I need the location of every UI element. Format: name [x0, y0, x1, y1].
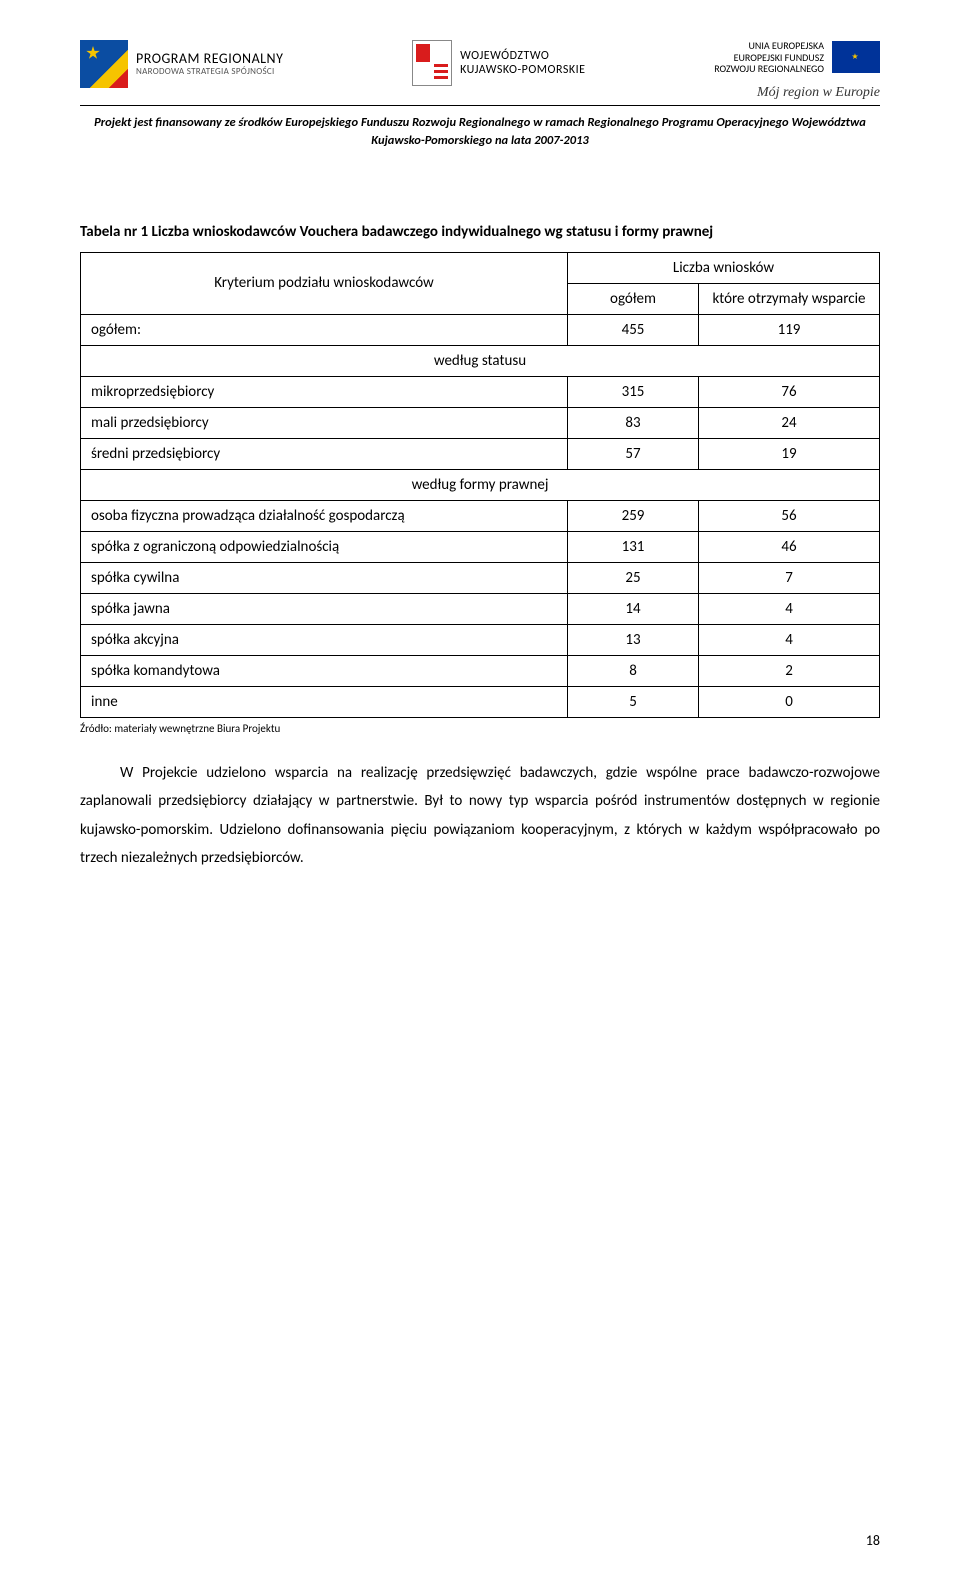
header-total-col: ogółem — [568, 283, 699, 314]
cell-label: spółka komandytowa — [81, 655, 568, 686]
cell-label: średni przedsiębiorcy — [81, 438, 568, 469]
header-support-col: które otrzymały wsparcie — [699, 283, 880, 314]
program-regionalny-text: PROGRAM REGIONALNY NARODOWA STRATEGIA SP… — [136, 51, 283, 76]
table-row: inne 5 0 — [81, 686, 880, 717]
eu-top: UNIA EUROPEJSKA EUROPEJSKI FUNDUSZ ROZWO… — [714, 40, 880, 75]
logo-program-regionalny: PROGRAM REGIONALNY NARODOWA STRATEGIA SP… — [80, 40, 283, 88]
cell-label: mikroprzedsiębiorcy — [81, 376, 568, 407]
cell-support: 24 — [699, 407, 880, 438]
body-paragraph: W Projekcie udzielono wsparcia na realiz… — [80, 759, 880, 873]
cell-label: ogółem: — [81, 314, 568, 345]
table-row: mali przedsiębiorcy 83 24 — [81, 407, 880, 438]
funding-note: Projekt jest finansowany ze środków Euro… — [80, 114, 880, 152]
cell-support: 4 — [699, 593, 880, 624]
woj-line1: WOJEWÓDZTWO — [460, 49, 585, 63]
program-title: PROGRAM REGIONALNY — [136, 51, 283, 66]
wojewodztwo-coat-icon — [412, 40, 452, 86]
slogan: Mój region w Europie — [757, 85, 880, 101]
cell-label: spółka z ograniczoną odpowiedzialnością — [81, 531, 568, 562]
section-status: według statusu — [81, 345, 880, 376]
table-row: spółka jawna 14 4 — [81, 593, 880, 624]
cell-support: 19 — [699, 438, 880, 469]
cell-label: spółka cywilna — [81, 562, 568, 593]
eu-line3: ROZWOJU REGIONALNEGO — [714, 63, 824, 75]
table-row: spółka komandytowa 8 2 — [81, 655, 880, 686]
cell-total: 315 — [568, 376, 699, 407]
cell-total: 259 — [568, 500, 699, 531]
eu-line1: UNIA EUROPEJSKA — [714, 40, 824, 52]
cell-label: spółka akcyjna — [81, 624, 568, 655]
cell-total: 13 — [568, 624, 699, 655]
header-count-title: Liczba wniosków — [568, 252, 880, 283]
cell-label: spółka jawna — [81, 593, 568, 624]
table-row: spółka akcyjna 13 4 — [81, 624, 880, 655]
table-header-row-1: Kryterium podziału wnioskodawców Liczba … — [81, 252, 880, 283]
table-row: średni przedsiębiorcy 57 19 — [81, 438, 880, 469]
cell-support: 56 — [699, 500, 880, 531]
logo-eu: UNIA EUROPEJSKA EUROPEJSKI FUNDUSZ ROZWO… — [714, 40, 880, 101]
section-status-row: według statusu — [81, 345, 880, 376]
table-caption: Tabela nr 1 Liczba wnioskodawców Voucher… — [80, 221, 880, 244]
cell-total: 455 — [568, 314, 699, 345]
woj-line2: KUJAWSKO-POMORSKIE — [460, 63, 585, 77]
cell-support: 7 — [699, 562, 880, 593]
section-form-row: według formy prawnej — [81, 469, 880, 500]
wojewodztwo-text: WOJEWÓDZTWO KUJAWSKO-POMORSKIE — [460, 49, 585, 78]
table-source: Źródło: materiały wewnętrzne Biura Proje… — [80, 722, 880, 735]
header-logos: PROGRAM REGIONALNY NARODOWA STRATEGIA SP… — [80, 40, 880, 101]
cell-label: mali przedsiębiorcy — [81, 407, 568, 438]
cell-support: 76 — [699, 376, 880, 407]
cell-label: osoba fizyczna prowadząca działalność go… — [81, 500, 568, 531]
cell-support: 0 — [699, 686, 880, 717]
cell-total: 131 — [568, 531, 699, 562]
section-form: według formy prawnej — [81, 469, 880, 500]
cell-total: 83 — [568, 407, 699, 438]
eu-flag-icon — [832, 41, 880, 73]
page-container: PROGRAM REGIONALNY NARODOWA STRATEGIA SP… — [0, 0, 960, 1577]
cell-support: 2 — [699, 655, 880, 686]
cell-total: 57 — [568, 438, 699, 469]
table-row: mikroprzedsiębiorcy 315 76 — [81, 376, 880, 407]
eu-text: UNIA EUROPEJSKA EUROPEJSKI FUNDUSZ ROZWO… — [714, 40, 824, 75]
table-row: spółka z ograniczoną odpowiedzialnością … — [81, 531, 880, 562]
logo-wojewodztwo: WOJEWÓDZTWO KUJAWSKO-POMORSKIE — [412, 40, 585, 86]
cell-total: 14 — [568, 593, 699, 624]
cell-support: 46 — [699, 531, 880, 562]
table-row: ogółem: 455 119 — [81, 314, 880, 345]
data-table: Kryterium podziału wnioskodawców Liczba … — [80, 252, 880, 718]
cell-support: 4 — [699, 624, 880, 655]
table-row: spółka cywilna 25 7 — [81, 562, 880, 593]
table-row: osoba fizyczna prowadząca działalność go… — [81, 500, 880, 531]
cell-total: 25 — [568, 562, 699, 593]
page-number: 18 — [866, 1532, 880, 1549]
header-divider — [80, 105, 880, 106]
cell-total: 5 — [568, 686, 699, 717]
cell-label: inne — [81, 686, 568, 717]
program-subtitle: NARODOWA STRATEGIA SPÓJNOŚCI — [136, 67, 283, 77]
header-criterion: Kryterium podziału wnioskodawców — [81, 252, 568, 314]
program-regionalny-icon — [80, 40, 128, 88]
cell-support: 119 — [699, 314, 880, 345]
cell-total: 8 — [568, 655, 699, 686]
